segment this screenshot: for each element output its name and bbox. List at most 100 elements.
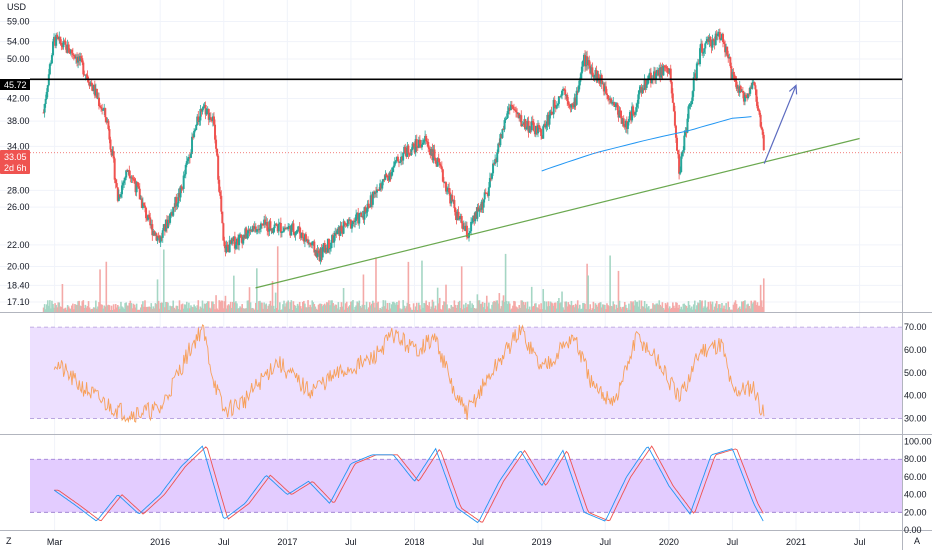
rsi-scale[interactable]: 70.00 60.00 50.00 40.00 30.00 [904, 322, 927, 423]
candle-body[interactable] [185, 161, 188, 165]
candle-body[interactable] [419, 144, 422, 148]
candle-body[interactable] [385, 174, 388, 176]
candle-body[interactable] [189, 153, 192, 158]
candle-body[interactable] [125, 170, 128, 178]
candle-body[interactable] [365, 211, 368, 213]
candle-body[interactable] [559, 95, 562, 97]
candle-body[interactable] [160, 236, 163, 238]
candle-body[interactable] [179, 186, 182, 198]
candle-body[interactable] [344, 223, 347, 225]
candle-body[interactable] [275, 223, 278, 226]
candle-body[interactable] [81, 58, 84, 63]
candle-body[interactable] [399, 161, 402, 163]
candle-body[interactable] [460, 215, 463, 224]
candle-body[interactable] [404, 146, 407, 154]
candle-body[interactable] [58, 36, 61, 40]
candle-body[interactable] [716, 33, 719, 36]
candle-body[interactable] [750, 87, 753, 89]
candle-body[interactable] [339, 225, 342, 236]
candle-body[interactable] [323, 243, 326, 253]
candle-body[interactable] [760, 126, 763, 130]
candle-body[interactable] [55, 34, 58, 46]
candle-body[interactable] [662, 65, 665, 76]
candle-body[interactable] [141, 202, 144, 208]
candle-body[interactable] [747, 93, 750, 99]
candle-body[interactable] [445, 182, 448, 192]
candle-body[interactable] [667, 72, 670, 74]
candle-body[interactable] [371, 192, 374, 205]
candle-body[interactable] [372, 192, 375, 195]
candle-body[interactable] [724, 43, 727, 53]
candle-body[interactable] [292, 223, 295, 232]
candle-body[interactable] [666, 67, 669, 73]
candle-body[interactable] [472, 215, 475, 222]
stochastic-pane[interactable] [30, 445, 902, 524]
candle-body[interactable] [115, 183, 118, 188]
candle-body[interactable] [367, 203, 370, 207]
candle-body[interactable] [340, 225, 343, 232]
candle-body[interactable] [480, 201, 483, 210]
candle-body[interactable] [266, 222, 269, 231]
candle-body[interactable] [225, 244, 228, 253]
candle-body[interactable] [679, 171, 682, 174]
candle-body[interactable] [680, 156, 683, 172]
candle-body[interactable] [514, 109, 517, 111]
candle-body[interactable] [642, 88, 645, 90]
candle-body[interactable] [761, 129, 764, 135]
candle-body[interactable] [534, 126, 537, 135]
candle-body[interactable] [710, 41, 713, 48]
candle-body[interactable] [455, 215, 458, 221]
candle-body[interactable] [106, 120, 109, 123]
candle-body[interactable] [633, 114, 636, 116]
candle-body[interactable] [524, 119, 527, 129]
candle-body[interactable] [88, 82, 91, 87]
candle-body[interactable] [497, 143, 500, 153]
candle-body[interactable] [315, 250, 318, 257]
candle-body[interactable] [608, 98, 611, 100]
candle-body[interactable] [687, 106, 690, 119]
candle-body[interactable] [153, 231, 156, 236]
candle-body[interactable] [439, 165, 442, 167]
candle-body[interactable] [661, 67, 664, 76]
candle-body[interactable] [453, 200, 456, 209]
candle-body[interactable] [309, 242, 312, 245]
candle-body[interactable] [89, 82, 92, 87]
candle-body[interactable] [97, 97, 100, 107]
candle-body[interactable] [536, 125, 539, 134]
candle-body[interactable] [382, 179, 385, 182]
candle-body[interactable] [208, 117, 211, 120]
candle-body[interactable] [427, 142, 430, 148]
candle-body[interactable] [341, 231, 344, 234]
candle-body[interactable] [124, 177, 127, 181]
candle-body[interactable] [131, 177, 134, 179]
candle-body[interactable] [293, 231, 296, 236]
candle-body[interactable] [116, 187, 119, 201]
candle-body[interactable] [243, 234, 246, 239]
candle-body[interactable] [484, 192, 487, 194]
candle-body[interactable] [749, 87, 752, 94]
candle-body[interactable] [726, 46, 729, 55]
candle-body[interactable] [248, 229, 251, 231]
candle-body[interactable] [581, 61, 584, 67]
candle-body[interactable] [705, 40, 708, 44]
candle-body[interactable] [485, 192, 488, 194]
stochastic-lines[interactable] [53, 445, 764, 524]
candle-body[interactable] [628, 112, 631, 119]
candle-body[interactable] [565, 94, 568, 96]
candle-body[interactable] [585, 56, 588, 67]
candle-body[interactable] [176, 203, 179, 207]
candle-body[interactable] [400, 156, 403, 162]
candle-body[interactable] [113, 158, 116, 180]
candle-body[interactable] [192, 136, 195, 138]
candle-body[interactable] [748, 93, 751, 95]
candle-body[interactable] [50, 55, 53, 64]
candle-body[interactable] [596, 73, 599, 82]
candle-body[interactable] [183, 174, 186, 176]
candle-body[interactable] [154, 233, 157, 236]
candle-body[interactable] [395, 156, 398, 161]
candle-body[interactable] [428, 147, 431, 150]
candle-body[interactable] [163, 224, 166, 232]
candle-body[interactable] [550, 111, 553, 114]
candle-body[interactable] [178, 193, 181, 198]
candle-body[interactable] [145, 207, 148, 219]
